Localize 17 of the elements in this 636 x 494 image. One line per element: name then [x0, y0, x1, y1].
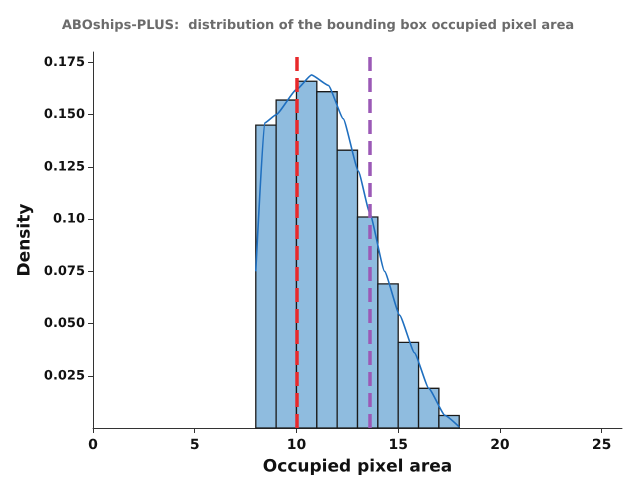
- y-tick-label: 0.025: [44, 368, 86, 384]
- y-tick-label: 0.150: [44, 107, 86, 122]
- y-tick-label: 0.10: [52, 212, 86, 227]
- y-tick-label: 0.075: [44, 264, 86, 279]
- y-tick-label: 0.050: [44, 316, 86, 332]
- x-tick-label: 15: [388, 437, 408, 453]
- y-tick-label: 0.175: [44, 54, 86, 70]
- y-tick-label: 0.125: [44, 159, 86, 174]
- line-series: [254, 74, 460, 428]
- chart-title: ABOships-PLUS: distribution of the bounding box occupied pixel area: [62, 18, 574, 33]
- x-tick-label: 25: [592, 437, 612, 453]
- y-axis-title: Density: [14, 204, 34, 276]
- x-tick-label: 20: [490, 437, 510, 453]
- x-tick-label: 0: [88, 437, 98, 453]
- x-tick-label: 5: [190, 437, 200, 453]
- x-tick-label: 10: [286, 437, 306, 453]
- x-axis-title: Occupied pixel area: [262, 456, 452, 476]
